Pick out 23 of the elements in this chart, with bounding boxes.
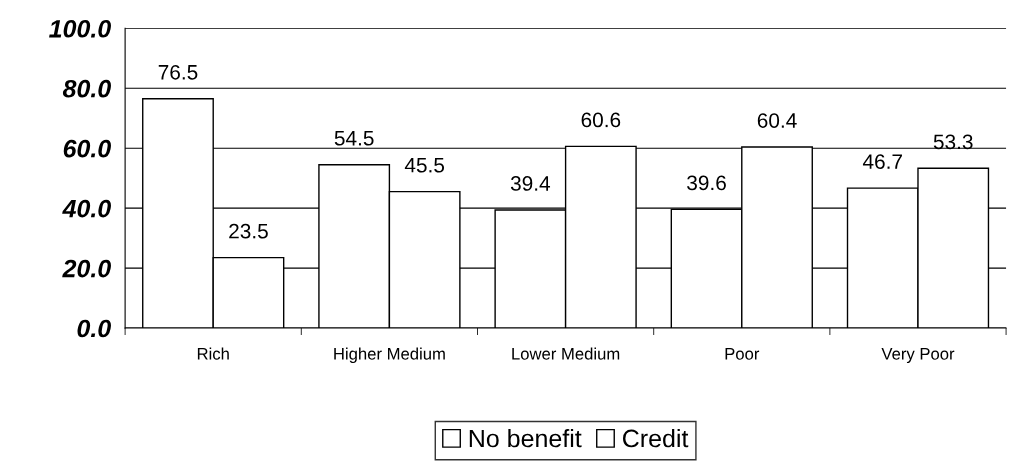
x-tick-label: Poor	[725, 348, 760, 360]
data-label: 23.5	[229, 223, 268, 239]
x-tick-label: Very Poor	[881, 348, 955, 364]
data-label: 53.3	[933, 134, 973, 150]
y-tick-label: 100.0	[49, 19, 111, 38]
legend-label: No benefit	[469, 428, 582, 448]
y-tick-label: 20.0	[62, 259, 111, 278]
y-tick-label: 60.0	[63, 139, 111, 158]
x-tick-label: Lower Medium	[512, 347, 620, 360]
data-label: 45.5	[404, 158, 445, 173]
data-label: 60.6	[581, 112, 621, 128]
y-tick-label: 40.0	[62, 199, 111, 218]
data-label: 39.4	[510, 176, 551, 191]
legend-label: Credit	[623, 428, 689, 448]
data-label: 39.6	[687, 175, 726, 191]
y-tick-label: 0.0	[77, 319, 111, 338]
data-label: 76.5	[158, 64, 198, 80]
x-tick-label: Higher Medium	[334, 347, 445, 364]
data-label: 54.5	[334, 131, 374, 146]
data-label: 46.7	[862, 154, 902, 169]
data-label: 60.4	[757, 113, 797, 128]
x-tick-label: Rich	[197, 347, 229, 360]
y-tick-label: 80.0	[62, 79, 111, 98]
